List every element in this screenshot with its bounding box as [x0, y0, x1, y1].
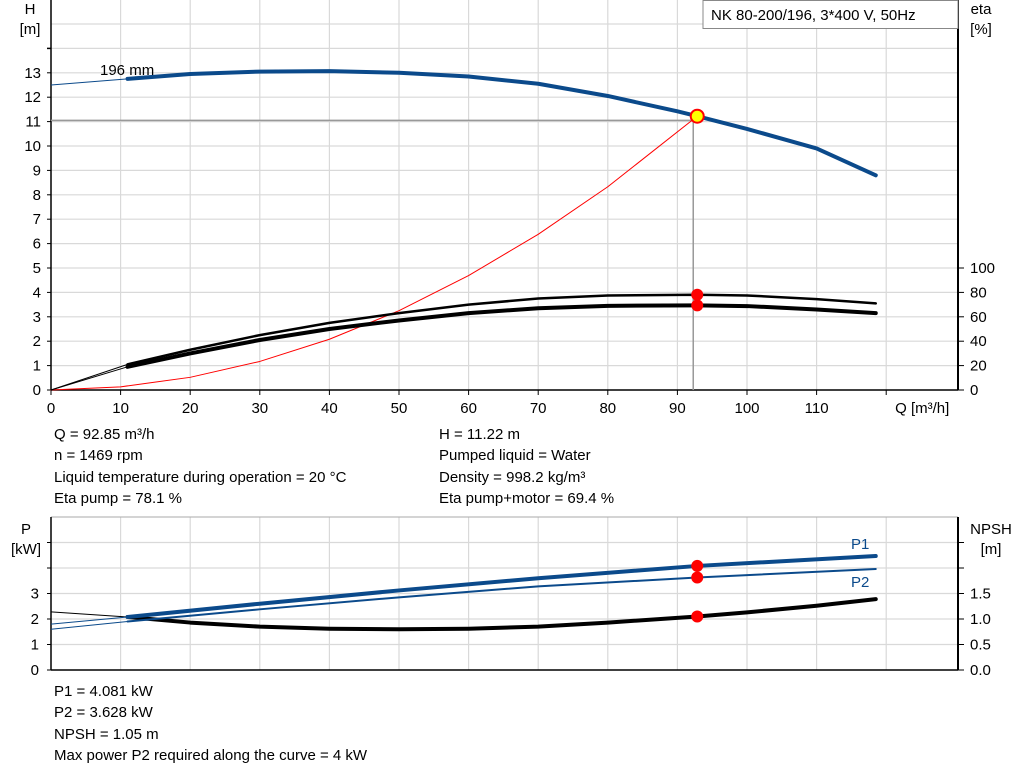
h-tick-label: 13	[24, 65, 41, 82]
q-tick-label: 30	[251, 400, 268, 417]
q-tick-label: 20	[182, 400, 199, 417]
q-tick-label: 10	[112, 400, 129, 417]
system-curve	[50, 115, 698, 391]
p2-curve	[126, 568, 877, 623]
npsh-extrapolation	[50, 611, 128, 618]
p-axis-title: P	[21, 521, 31, 538]
info-head: H = 11.22 m	[439, 426, 521, 443]
eta-tick-label: 0	[970, 382, 978, 399]
q-tick-label: 60	[460, 400, 477, 417]
npsh-tick-label: 0.0	[970, 662, 991, 679]
info-top-left: Q = 92.85 m³/h n = 1469 rpm Liquid tempe…	[54, 424, 346, 509]
q-axis-title: Q [m³/h]	[895, 400, 949, 417]
q-tick-label: 80	[599, 400, 616, 417]
info-top-right: H = 11.22 m Pumped liquid = Water Densit…	[439, 424, 614, 509]
eta-axis-title: eta	[971, 1, 993, 18]
h-axis-unit: [m]	[20, 21, 41, 38]
npsh-curve	[125, 597, 878, 632]
h-tick-label: 2	[33, 333, 41, 350]
p-axis-unit: [kW]	[11, 541, 41, 558]
q-tick-label: 100	[734, 400, 759, 417]
info-density: Density = 998.2 kg/m³	[439, 468, 586, 486]
eta-axis-unit: [%]	[970, 21, 992, 38]
q-tick-label: 0	[47, 400, 55, 417]
eta-pump-motor-curve	[125, 303, 878, 369]
impeller-diameter-label: 196 mm	[100, 62, 154, 79]
h-tick-label: 10	[24, 138, 41, 155]
h-tick-label: 8	[33, 187, 41, 204]
info-bottom: P1 = 4.081 kW P2 = 3.628 kW NPSH = 1.05 …	[54, 681, 367, 766]
p2-duty-marker	[691, 571, 704, 584]
p1-extrapolation	[50, 616, 128, 625]
eta-pump-motor-duty-marker	[691, 299, 704, 312]
h-tick-label: 6	[33, 236, 41, 253]
info-npsh: NPSH = 1.05 m	[54, 725, 159, 743]
p2-extrapolation	[50, 621, 128, 630]
npsh-tick-label: 1.5	[970, 586, 991, 603]
npsh-tick-label: 0.5	[970, 637, 991, 654]
p1-curve	[125, 554, 878, 619]
npsh-axis-title: NPSH	[970, 521, 1012, 538]
p2-series-label: P2	[851, 574, 869, 591]
info-speed: n = 1469 rpm	[54, 447, 143, 465]
head-extrapolation	[50, 78, 128, 86]
q-tick-label: 50	[391, 400, 408, 417]
h-tick-label: 0	[33, 382, 41, 399]
info-eta-pump-motor: Eta pump+motor = 69.4 %	[439, 489, 615, 507]
q-tick-label: 70	[530, 400, 547, 417]
eta-tick-label: 60	[970, 309, 987, 326]
eta-tick-label: 20	[970, 358, 987, 375]
h-tick-label: 5	[33, 260, 41, 277]
eta-pump-motor-extrapolation	[50, 366, 128, 391]
q-tick-label: 90	[669, 400, 686, 417]
p1-duty-marker	[691, 559, 704, 572]
eta-tick-label: 40	[970, 333, 987, 350]
chart-title: NK 80-200/196, 3*400 V, 50Hz	[711, 7, 916, 24]
p-tick-label: 3	[31, 586, 39, 603]
p1-series-label: P1	[851, 536, 869, 553]
h-tick-label: 7	[33, 211, 41, 228]
eta-tick-label: 80	[970, 284, 987, 301]
eta-tick-label: 100	[970, 260, 995, 277]
info-temperature: Liquid temperature during operation = 20…	[54, 468, 347, 486]
info-liquid: Pumped liquid = Water	[439, 447, 591, 465]
p-tick-label: 1	[31, 637, 39, 654]
eta-pump-curve	[126, 293, 878, 366]
npsh-tick-label: 1.0	[970, 611, 991, 628]
h-tick-label: 1	[33, 358, 41, 375]
info-eta-pump: Eta pump = 78.1 %	[54, 489, 182, 507]
h-tick-label: 3	[33, 309, 41, 326]
h-tick-label: 12	[24, 89, 41, 106]
head-curve	[125, 69, 878, 178]
p-tick-label: 2	[31, 611, 39, 628]
info-flow: Q = 92.85 m³/h	[54, 426, 155, 443]
info-p2: P2 = 3.628 kW	[54, 704, 153, 722]
h-tick-label: 9	[33, 162, 41, 179]
q-tick-label: 40	[321, 400, 338, 417]
q-tick-label: 110	[805, 400, 829, 417]
legend-box	[702, 0, 959, 29]
info-p1: P1 = 4.081 kW	[54, 683, 153, 700]
p-tick-label: 0	[31, 662, 39, 679]
info-max-power: Max power P2 required along the curve = …	[54, 746, 368, 764]
duty-point-marker	[689, 108, 705, 124]
eta-pump-duty-marker	[691, 288, 704, 301]
npsh-axis-unit: [m]	[981, 541, 1002, 558]
h-tick-label: 4	[33, 284, 41, 301]
h-axis-title: H	[25, 1, 36, 18]
h-tick-label: 11	[25, 114, 41, 131]
npsh-duty-marker	[691, 610, 704, 623]
